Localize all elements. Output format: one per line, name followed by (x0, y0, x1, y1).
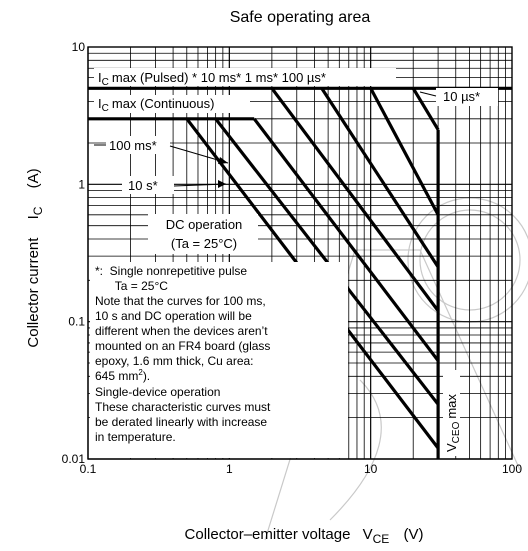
ms100-arrowhead (218, 157, 228, 164)
x-axis-label: Collector–emitter voltage VCE (V) (185, 526, 424, 547)
x-tick-label: 0.1 (80, 462, 97, 476)
note-line-7: epoxy, 1.6 mm thick, Cu area: (95, 354, 254, 368)
note-line-6: mounted on an FR4 board (glass (95, 339, 270, 353)
note-line-11: be derated linearly with increase (95, 415, 267, 429)
y-tick-label: 0.01 (62, 452, 86, 466)
y-axis-label-symbol: I (25, 215, 42, 219)
x-axis-label-unit: (V) (403, 526, 423, 543)
series-line (214, 117, 440, 406)
pulsed-label-text: max (Pulsed) * 10 ms* 1 ms* 100 µs* (112, 70, 326, 85)
plot-frame (87, 46, 513, 460)
continuous-label-text: max (Continuous) (112, 96, 215, 111)
pulsed-label-sub: C (102, 77, 109, 88)
pulsed-label-symbol: I (98, 70, 102, 85)
note-area-value: 645 mm (95, 369, 138, 383)
note-line-4: 10 s and DC operation will be (95, 309, 252, 323)
note-line-1: *: Single nonrepetitive pulse (95, 264, 247, 278)
x-axis-label-sub: CE (373, 532, 390, 546)
us10-leader (419, 91, 437, 97)
note-line-2: Ta = 25°C (95, 279, 168, 293)
pulsed-label-bg (94, 68, 396, 86)
note-line-5: different when the devices aren’t (95, 324, 268, 338)
note-area-sup: 2 (138, 368, 143, 377)
vceo-symbol: V (444, 443, 459, 452)
y-axis-label-sub: C (31, 206, 45, 215)
series-line (252, 117, 440, 362)
x-axis-label-symbol: V (363, 526, 373, 543)
series-line (270, 87, 440, 312)
dc-label-bg (148, 214, 258, 254)
dc-label-line2: (Ta = 25°C) (171, 236, 237, 251)
vceo-label-bg (443, 370, 460, 456)
y-tick-label: 0.1 (68, 315, 85, 329)
us10-label: 10 µs* (443, 89, 480, 104)
x-tick-label: 100 (502, 462, 522, 476)
us10-label-bg (436, 88, 498, 106)
chart-title: Safe operating area (230, 9, 371, 26)
note-area-end: ). (143, 369, 150, 383)
vceo-label-group: VCEO max (444, 394, 462, 452)
vceo-label: VCEO max (444, 394, 462, 452)
continuous-label: IC max (Continuous) (98, 96, 214, 114)
pulsed-label: IC max (Pulsed) * 10 ms* 1 ms* 100 µs* (98, 70, 326, 88)
s10-arrowhead (218, 180, 226, 188)
series-line (411, 87, 440, 131)
y-tick-label: 10 (72, 40, 86, 54)
ms100-arrow (169, 145, 229, 164)
s10-arrow (173, 183, 227, 187)
x-tick-label: 10 (364, 462, 378, 476)
notes-box (90, 262, 348, 458)
notes: *: Single nonrepetitive pulse Ta = 25°C … (95, 264, 271, 444)
vceo-sub: CEO (451, 421, 462, 443)
ms100-label-bg (106, 136, 170, 154)
note-line-3: Note that the curves for 100 ms, (95, 294, 266, 308)
continuous-label-sub: C (102, 103, 109, 114)
y-axis-label: Collector current IC (A) (25, 168, 46, 347)
dc-label-line1: DC operation (166, 217, 243, 232)
continuous-label-bg (94, 95, 250, 113)
note-line-12: in temperature. (95, 430, 176, 444)
x-axis-label-main: Collector–emitter voltage (185, 526, 351, 543)
y-axis-label-group: Collector current IC (A) (25, 168, 46, 347)
note-line-10: These characteristic curves must (95, 400, 271, 414)
note-line-8: 645 mm2). (95, 368, 150, 383)
x-tick-label: 1 (226, 462, 233, 476)
series-line (369, 87, 440, 216)
y-axis-label-main: Collector current (25, 237, 42, 348)
y-tick-label: 1 (78, 177, 85, 191)
s10-label: 10 s* (128, 178, 158, 193)
ms100-label: 100 ms* (109, 138, 157, 153)
y-axis-label-unit: (A) (25, 168, 42, 188)
continuous-label-symbol: I (98, 96, 102, 111)
vceo-text: max (444, 394, 459, 419)
series-line (320, 87, 440, 268)
s10-label-bg (122, 176, 174, 194)
note-line-9: Single-device operation (95, 385, 220, 399)
